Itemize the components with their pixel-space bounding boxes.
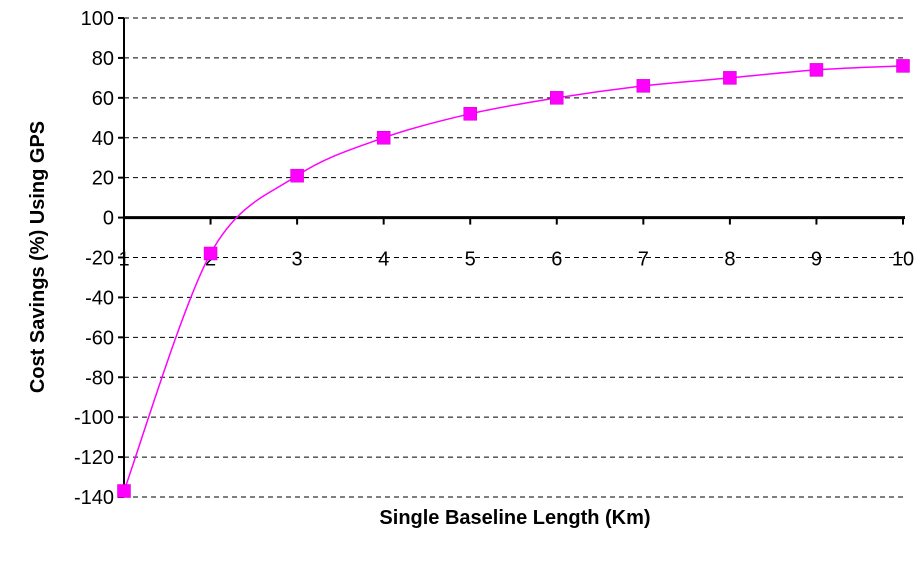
data-point-marker [550, 91, 564, 105]
y-axis-title: Cost Savings (%) Using GPS [27, 121, 49, 393]
x-tick-label: 10 [892, 249, 914, 271]
data-point-marker [809, 63, 824, 77]
x-tick-label: 7 [638, 249, 649, 271]
data-point-marker [117, 484, 131, 498]
x-tick-labels: 12345678910 [118, 249, 914, 271]
series-line [123, 65, 904, 492]
data-markers [117, 59, 910, 498]
y-tick-label: 80 [92, 48, 114, 70]
y-tick-label: -20 [85, 248, 114, 270]
y-tick-label: -120 [74, 447, 114, 469]
y-tick-label: 20 [92, 168, 114, 190]
grid-lines [124, 17, 903, 498]
y-tick-label: 0 [103, 208, 114, 230]
data-point-marker [290, 168, 304, 183]
data-point-marker [203, 246, 218, 261]
data-point-marker [463, 107, 477, 121]
y-tick-label: 100 [81, 8, 114, 30]
y-tick-label: 60 [92, 88, 114, 110]
x-tick-label: 8 [724, 249, 735, 271]
x-tick-label: 3 [292, 249, 303, 271]
x-tick-label: 1 [118, 249, 129, 271]
x-tick-label: 5 [465, 249, 476, 271]
y-tick-label: -60 [85, 327, 114, 349]
y-tick-label: 40 [92, 128, 114, 150]
y-tick-label: -100 [74, 407, 114, 429]
y-tick-label: -80 [85, 367, 114, 389]
x-tick-label: 6 [551, 249, 562, 271]
y-tick-labels: 100 80 60 40 20 0 -20 -40 -60 -80 -100 -120 -140 [74, 8, 114, 509]
y-tick-label: -140 [74, 487, 114, 509]
x-tick-label: 4 [378, 249, 389, 271]
series [123, 65, 904, 492]
data-point-marker [376, 131, 391, 145]
axes [118, 17, 905, 498]
data-point-marker [636, 79, 651, 93]
y-tick-label: -40 [85, 287, 114, 309]
x-tick-label: 9 [811, 249, 822, 271]
x-axis-title: Single Baseline Length (Km) [379, 507, 650, 529]
data-point-marker [723, 71, 737, 85]
data-point-marker [896, 59, 910, 73]
